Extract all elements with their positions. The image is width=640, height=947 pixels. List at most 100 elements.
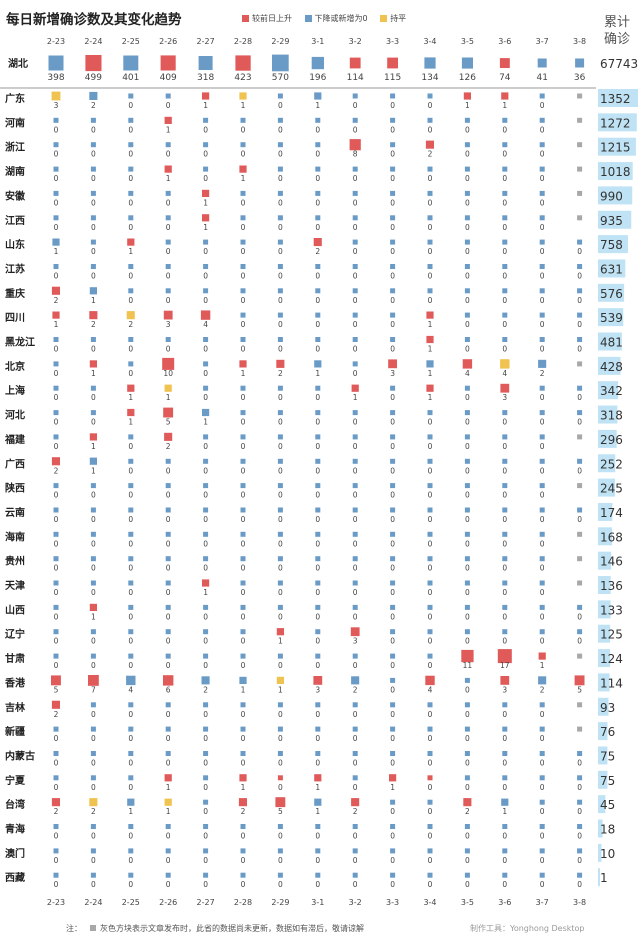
cell-square bbox=[463, 798, 472, 807]
cell-value: 0 bbox=[540, 393, 545, 402]
cell-value: 1 bbox=[241, 369, 246, 378]
cell-value: 0 bbox=[278, 345, 283, 354]
cell-value: 1 bbox=[166, 125, 171, 134]
cell-square bbox=[90, 848, 96, 854]
cell-square bbox=[390, 190, 396, 196]
cell-value: 0 bbox=[390, 588, 395, 597]
cell-value: 10 bbox=[163, 369, 173, 378]
cell-square bbox=[315, 215, 321, 221]
cell-square bbox=[277, 239, 283, 245]
cell-value: 0 bbox=[166, 515, 171, 524]
cell-value: 1 bbox=[203, 223, 208, 232]
total-bar bbox=[598, 502, 613, 521]
cell-square bbox=[89, 798, 98, 807]
cell-value: 0 bbox=[540, 442, 545, 451]
cell-square bbox=[128, 142, 134, 148]
legend-item-down: 下降或新增为0 bbox=[304, 13, 368, 24]
cell-square bbox=[53, 166, 59, 172]
province-label: 天津 bbox=[5, 579, 25, 592]
cell-value: 1 bbox=[166, 783, 171, 792]
cell-square bbox=[577, 726, 583, 732]
cell-square bbox=[48, 55, 64, 71]
cell-square bbox=[390, 824, 396, 829]
cell-value: 0 bbox=[315, 734, 320, 743]
cell-square bbox=[315, 872, 321, 878]
cell-square bbox=[277, 824, 283, 829]
cell-value: 0 bbox=[428, 734, 433, 743]
cell-square bbox=[90, 653, 96, 659]
cell-value: 0 bbox=[203, 393, 208, 402]
cell-value: 0 bbox=[465, 418, 470, 427]
cell-value: 0 bbox=[128, 466, 133, 475]
cell-square bbox=[352, 556, 358, 562]
cell-square bbox=[577, 556, 583, 562]
cell-value: 0 bbox=[241, 345, 246, 354]
cell-square bbox=[464, 531, 470, 537]
cell-square bbox=[164, 384, 172, 392]
cell-value: 0 bbox=[390, 296, 395, 305]
cell-square bbox=[427, 264, 433, 269]
cell-value: 0 bbox=[465, 198, 470, 207]
cell-value: 0 bbox=[241, 637, 246, 646]
cell-square bbox=[539, 531, 545, 537]
cell-value: 0 bbox=[241, 539, 246, 548]
cell-square bbox=[277, 726, 283, 732]
cell-value: 0 bbox=[465, 734, 470, 743]
cell-value: 0 bbox=[428, 612, 433, 621]
legend-item-up: 较前日上升 bbox=[242, 13, 292, 24]
cell-square bbox=[165, 264, 171, 269]
cell-square bbox=[240, 507, 246, 513]
cell-value: 0 bbox=[241, 320, 246, 329]
cell-value: 0 bbox=[540, 174, 545, 183]
cell-value: 1 bbox=[428, 393, 433, 402]
cell-square bbox=[53, 410, 59, 416]
cell-value: 0 bbox=[465, 564, 470, 573]
cell-value: 0 bbox=[166, 637, 171, 646]
date-tick-top: 2-24 bbox=[84, 37, 102, 46]
cell-value: 0 bbox=[203, 369, 208, 378]
total-value: 136 bbox=[600, 579, 623, 593]
cell-value: 0 bbox=[203, 150, 208, 159]
cell-value: 0 bbox=[465, 856, 470, 865]
cell-value: 0 bbox=[390, 856, 395, 865]
cell-square bbox=[539, 629, 545, 635]
total-value: 758 bbox=[600, 238, 623, 252]
total-value: 124 bbox=[600, 652, 623, 666]
cell-square bbox=[240, 653, 246, 659]
cell-square bbox=[128, 824, 134, 829]
cell-value: 0 bbox=[428, 442, 433, 451]
cell-value: 0 bbox=[91, 588, 96, 597]
cell-value: 2 bbox=[54, 466, 59, 475]
cell-square bbox=[315, 629, 321, 635]
cell-value: 0 bbox=[315, 198, 320, 207]
cell-square bbox=[315, 337, 321, 342]
cell-square bbox=[240, 751, 246, 756]
cell-square bbox=[240, 337, 246, 342]
cell-value: 0 bbox=[54, 612, 59, 621]
cell-value: 0 bbox=[502, 466, 507, 475]
total-bar bbox=[598, 308, 624, 327]
cell-value: 0 bbox=[390, 734, 395, 743]
cell-value: 0 bbox=[128, 125, 133, 134]
total-value: 481 bbox=[600, 336, 623, 350]
cell-value: 1 bbox=[428, 345, 433, 354]
cell-value: 0 bbox=[128, 612, 133, 621]
province-label: 甘肃 bbox=[5, 652, 25, 665]
cell-square bbox=[390, 726, 396, 732]
cell-square bbox=[165, 142, 171, 148]
cell-value: 0 bbox=[166, 466, 171, 475]
cell-square bbox=[128, 629, 134, 635]
cell-value: 0 bbox=[278, 880, 283, 889]
cell-value: 0 bbox=[465, 125, 470, 134]
cell-value: 1 bbox=[502, 101, 507, 110]
cell-value: 2 bbox=[241, 807, 246, 816]
cell-value: 0 bbox=[203, 271, 208, 280]
total-value: 76 bbox=[600, 725, 615, 739]
cell-value: 0 bbox=[241, 661, 246, 670]
cell-square bbox=[164, 774, 172, 782]
cell-square bbox=[577, 604, 583, 610]
cell-value: 0 bbox=[203, 466, 208, 475]
cell-value: 0 bbox=[390, 832, 395, 841]
cell-value: 409 bbox=[160, 73, 177, 83]
